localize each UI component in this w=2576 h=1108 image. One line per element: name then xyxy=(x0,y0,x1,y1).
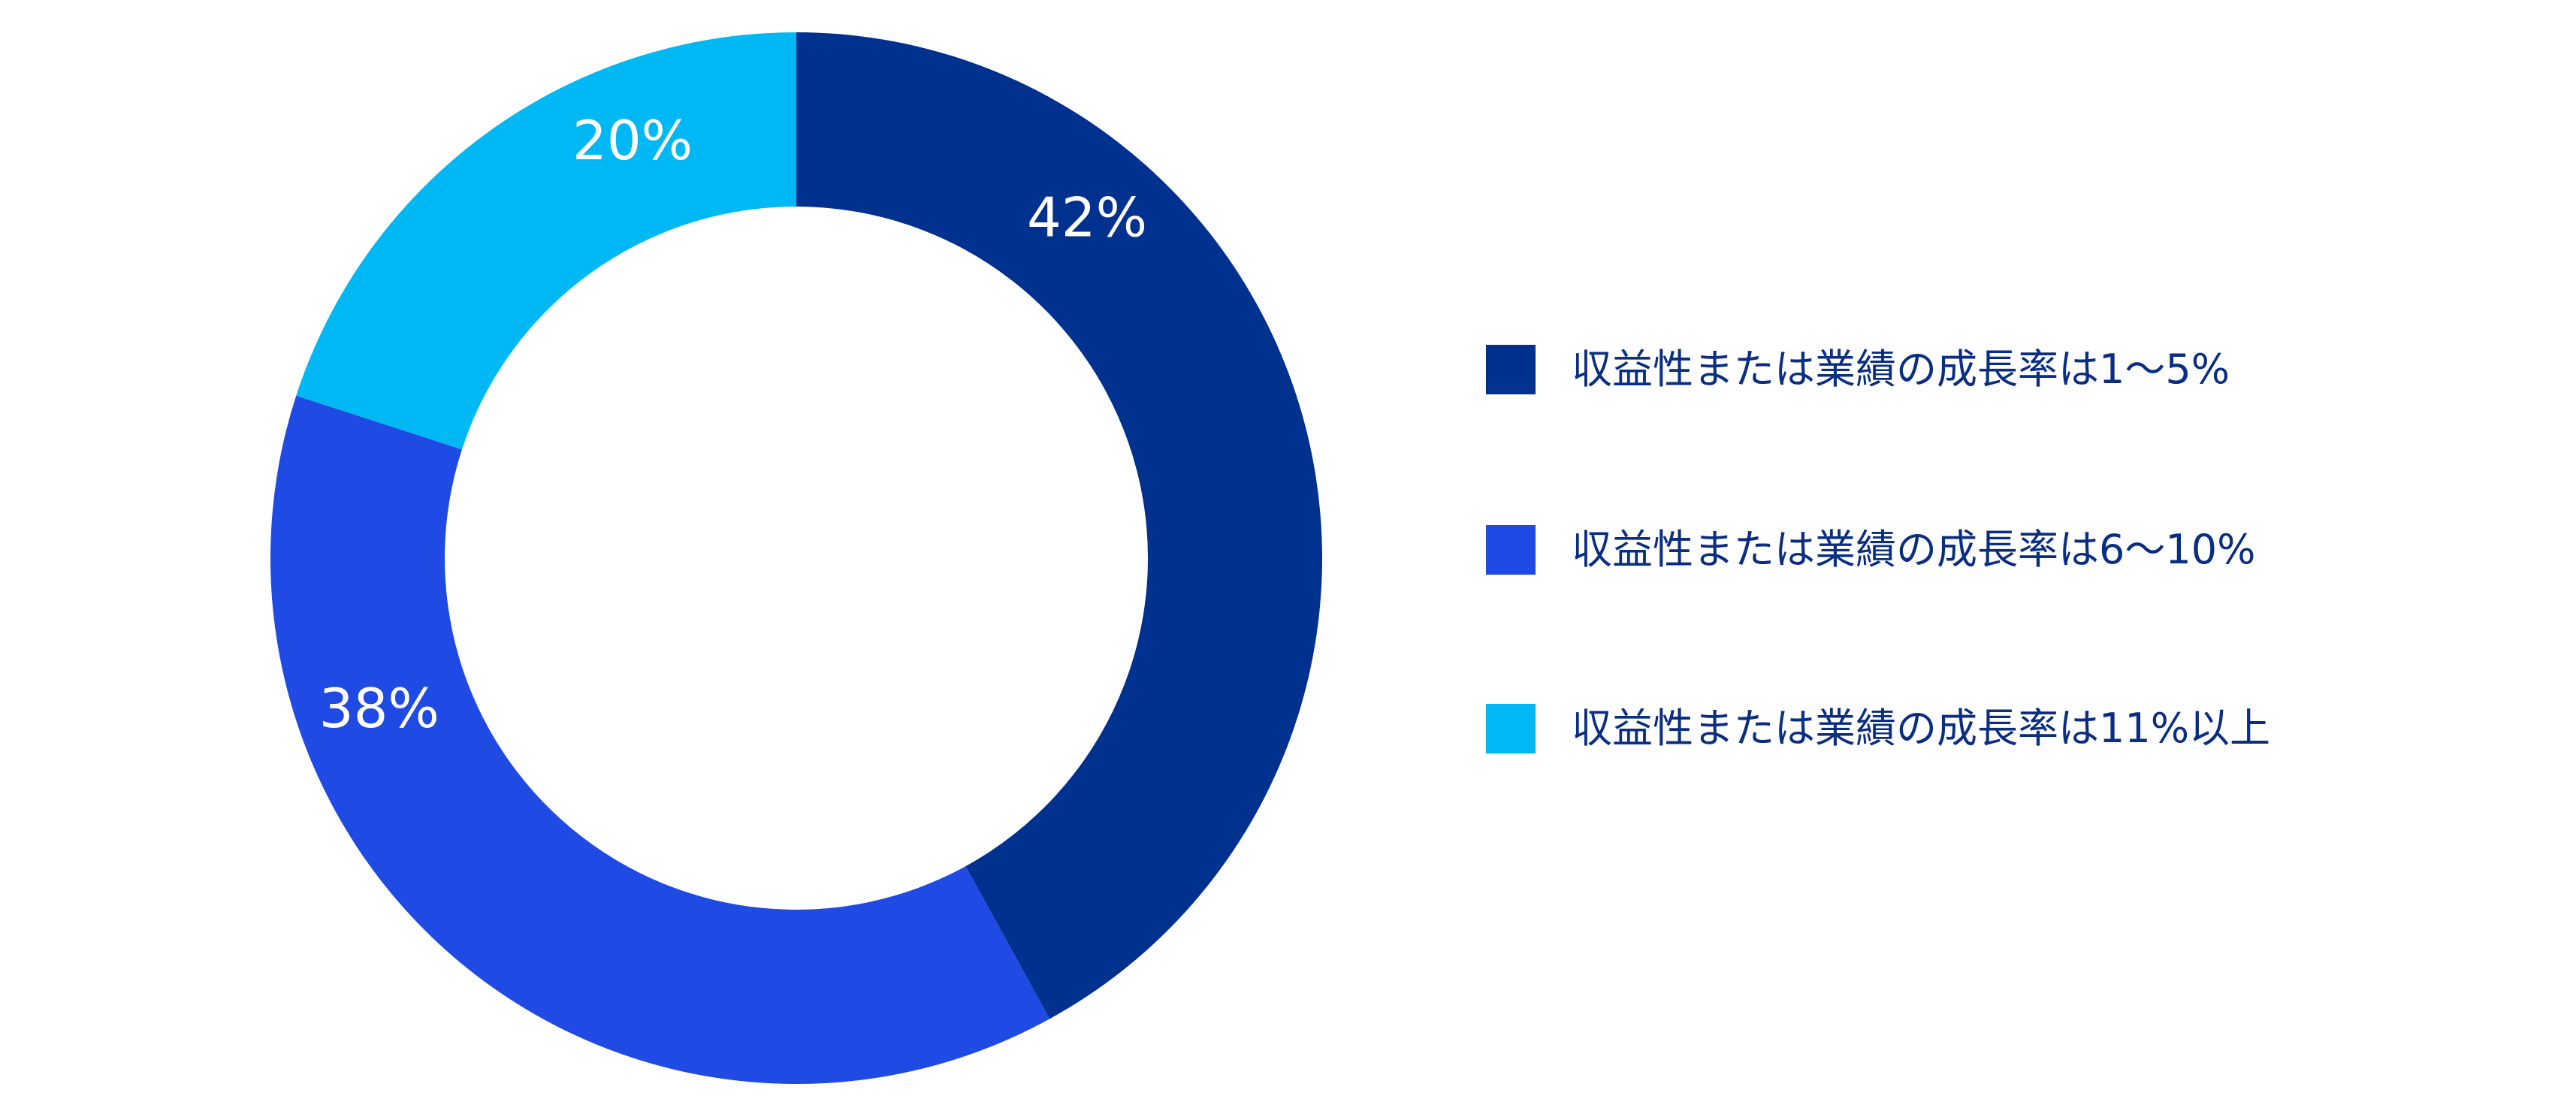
donut-slice xyxy=(796,32,1322,1019)
legend-swatch xyxy=(1486,345,1536,394)
legend-item: 収益性または業績の成長率は1〜5% xyxy=(1486,344,2230,395)
legend-item: 収益性または業績の成長率は6〜10% xyxy=(1486,524,2255,575)
slice-value-label: 42% xyxy=(1027,186,1147,249)
slice-labels-layer: 42% 38% 20% xyxy=(319,109,1147,740)
slices-layer xyxy=(270,32,1322,1084)
legend-swatch xyxy=(1486,704,1536,753)
slice-value-label: 38% xyxy=(319,677,439,740)
legend-label: 収益性または業績の成長率は11%以上 xyxy=(1572,705,2271,752)
legend-item: 収益性または業績の成長率は11%以上 xyxy=(1486,703,2270,754)
legend-swatch xyxy=(1486,525,1536,575)
slice-value-label: 20% xyxy=(572,109,693,172)
donut-slice xyxy=(270,395,1050,1084)
donut-slice xyxy=(296,32,796,450)
legend-label: 収益性または業績の成長率は6〜10% xyxy=(1572,526,2256,573)
legend-label: 収益性または業績の成長率は1〜5% xyxy=(1572,346,2230,393)
